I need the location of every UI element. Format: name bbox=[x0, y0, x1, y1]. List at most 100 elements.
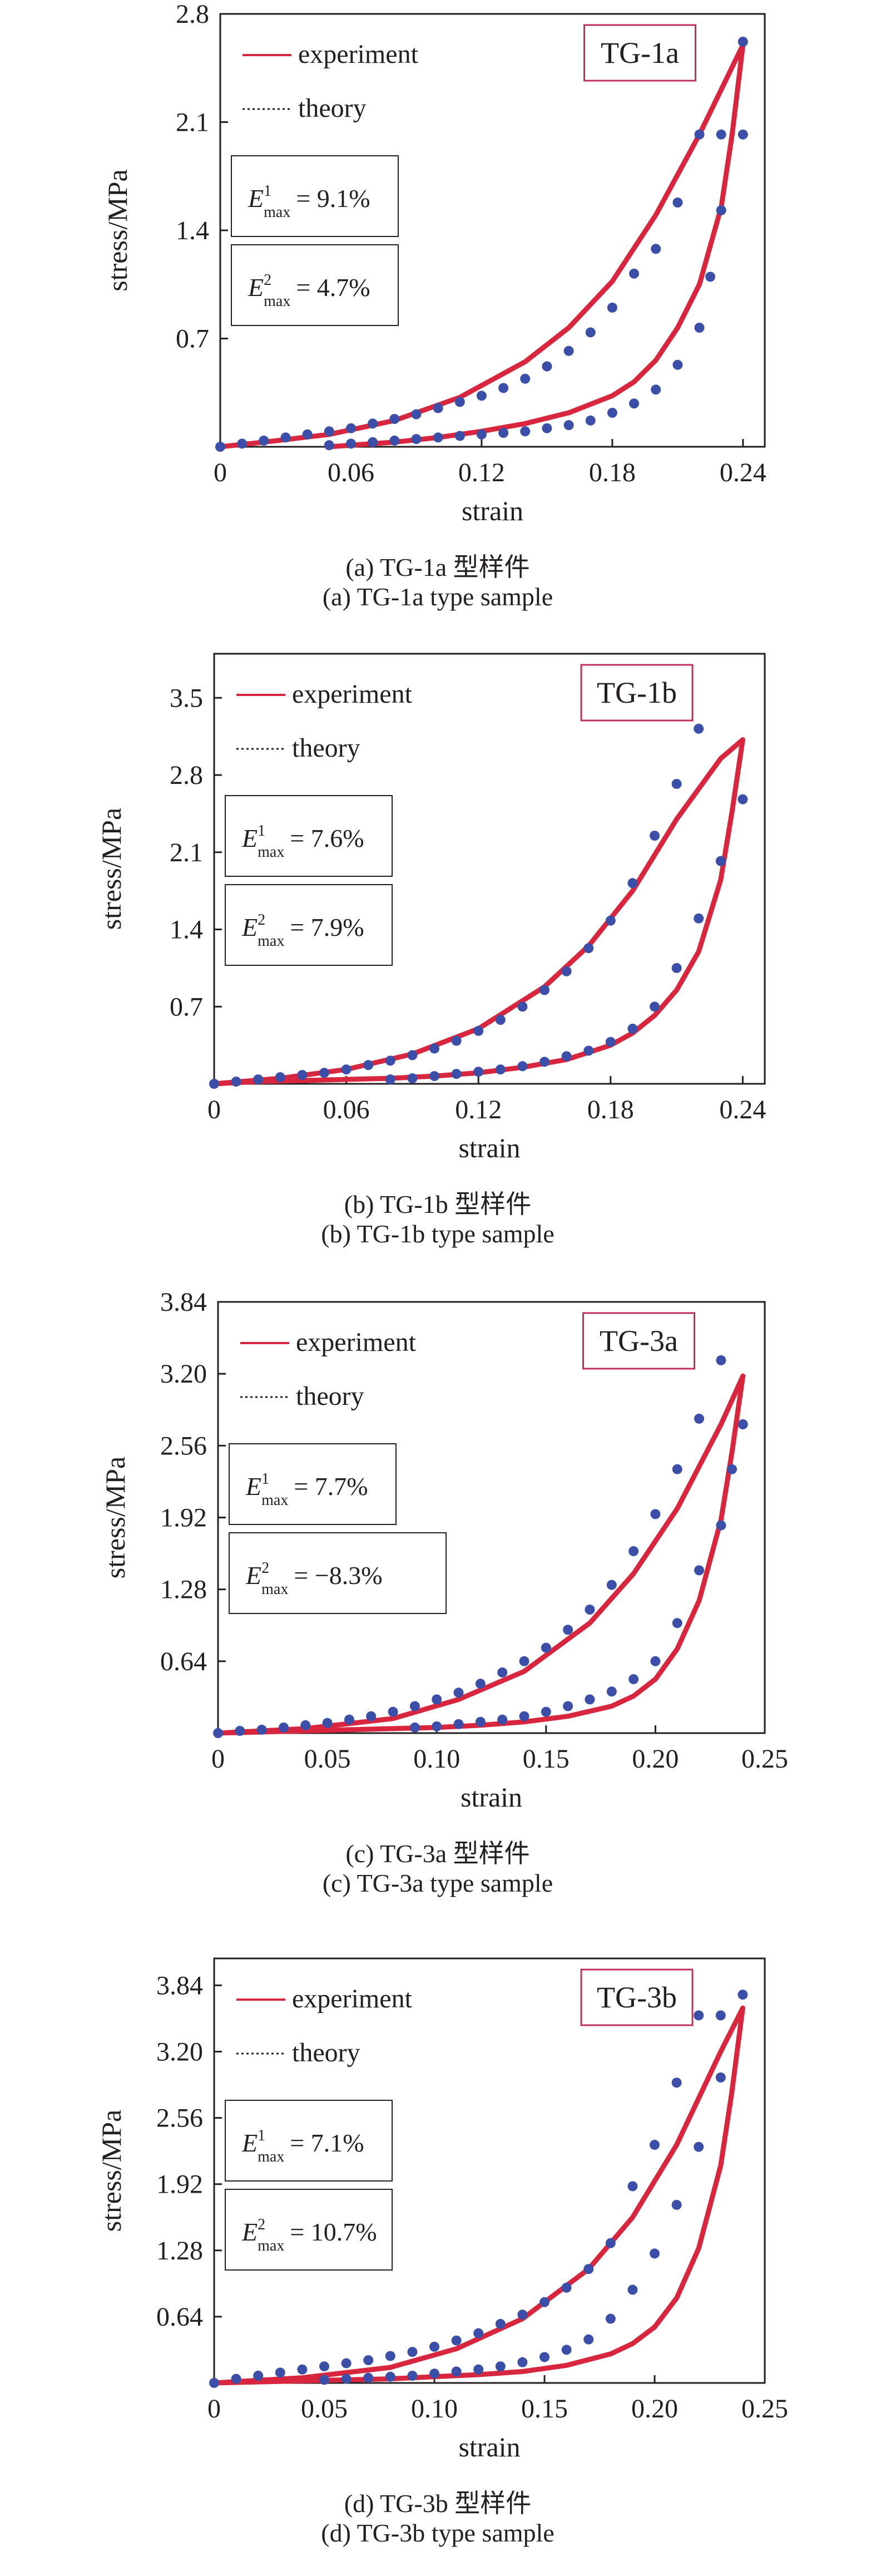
sample-tag-box bbox=[580, 1968, 694, 2026]
y-tick-label: 2.1 bbox=[170, 838, 203, 867]
y-tick-label: 2.1 bbox=[176, 108, 209, 137]
caption-english: (c) TG-3a type sample bbox=[323, 1869, 553, 1897]
theory-point bbox=[368, 437, 378, 447]
theory-point bbox=[319, 1068, 329, 1078]
theory-point bbox=[319, 2361, 329, 2372]
theory-point bbox=[541, 1706, 551, 1717]
theory-point bbox=[629, 398, 639, 409]
error-label-1: E1 max = 7.6% bbox=[241, 822, 364, 861]
y-tick-label: 2.8 bbox=[176, 0, 209, 29]
theory-point bbox=[346, 423, 356, 433]
theory-point bbox=[497, 1667, 508, 1677]
theory-point bbox=[429, 2368, 439, 2379]
theory-point bbox=[473, 1067, 484, 1077]
theory-point bbox=[694, 2010, 704, 2021]
theory-point bbox=[451, 2335, 462, 2346]
theory-point bbox=[498, 383, 509, 393]
error-box-2 bbox=[225, 884, 393, 966]
theory-point bbox=[495, 1064, 506, 1075]
chart-panel-1: 0 0.06 0.12 0.18 0.24 0.7 1.4 2.1 2.8 strain stres… bbox=[102, 0, 766, 611]
error-label-2: E2 max = 10.7% bbox=[241, 2216, 377, 2254]
caption-chinese: (c) TG-3a 型样件 bbox=[345, 1839, 529, 1868]
theory-point bbox=[453, 1719, 464, 1729]
x-tick-label: 0.06 bbox=[328, 458, 374, 487]
y-axis-title: stress/MPa bbox=[96, 2110, 127, 2232]
theory-point bbox=[363, 2372, 374, 2383]
x-tick-label: 0.24 bbox=[719, 1095, 766, 1124]
chart-panel-3: 0 0.05 0.10 0.15 0.20 0.25 0.64 1.28 1.92 2.56 3.2… bbox=[100, 1287, 788, 1897]
theory-point bbox=[727, 1464, 737, 1474]
theory-point bbox=[606, 1686, 617, 1697]
theory-point bbox=[517, 2357, 528, 2367]
sample-tag-label: TG-3a bbox=[600, 1324, 678, 1358]
theory-point bbox=[453, 1687, 464, 1698]
theory-point bbox=[235, 1726, 245, 1736]
x-tick-label: 0.20 bbox=[631, 2394, 678, 2424]
theory-point bbox=[671, 778, 682, 789]
theory-point bbox=[585, 1605, 595, 1615]
x-tick-label: 0 bbox=[214, 458, 227, 487]
sample-tag-label: TG-1b bbox=[597, 676, 677, 709]
theory-point bbox=[454, 397, 465, 407]
theory-point bbox=[651, 384, 661, 395]
theory-point bbox=[540, 1057, 550, 1067]
theory-point bbox=[275, 1072, 285, 1083]
theory-point bbox=[319, 2375, 329, 2385]
theory-point bbox=[341, 1064, 352, 1075]
error-box-1 bbox=[231, 155, 399, 237]
x-axis-title: strain bbox=[462, 495, 523, 526]
theory-point bbox=[495, 1015, 506, 1025]
y-axis-title: stress/MPa bbox=[102, 169, 133, 291]
theory-point bbox=[563, 346, 574, 356]
x-axis-title: strain bbox=[458, 2431, 520, 2463]
theory-point bbox=[715, 2072, 726, 2082]
y-tick-label: 2.56 bbox=[160, 1431, 207, 1460]
theory-point bbox=[231, 1077, 241, 1087]
theory-point bbox=[694, 2141, 704, 2152]
theory-point bbox=[672, 359, 683, 370]
theory-point bbox=[366, 1711, 377, 1721]
theory-point bbox=[694, 723, 704, 734]
theory-point bbox=[259, 435, 269, 446]
theory-point bbox=[605, 2238, 616, 2248]
theory-point bbox=[368, 418, 378, 429]
theory-point bbox=[363, 1060, 374, 1070]
theory-point bbox=[716, 129, 726, 140]
theory-point bbox=[253, 2371, 264, 2381]
theory-point bbox=[324, 426, 334, 437]
theory-point bbox=[451, 1035, 462, 1046]
theory-point bbox=[385, 2351, 395, 2361]
theory-point bbox=[585, 415, 596, 426]
theory-point bbox=[716, 1520, 726, 1531]
x-tick-label: 0 bbox=[211, 1744, 225, 1774]
y-axis-title: stress/MPa bbox=[96, 808, 127, 930]
theory-point bbox=[517, 2309, 528, 2320]
legend-theory-label: theory bbox=[298, 93, 367, 123]
theory-point bbox=[231, 2373, 241, 2384]
x-tick-label: 0.25 bbox=[741, 1744, 788, 1774]
y-tick-label: 1.92 bbox=[156, 2170, 203, 2199]
legend-experiment-label: experiment bbox=[298, 40, 419, 69]
theory-point bbox=[738, 129, 748, 140]
x-tick-label: 0.12 bbox=[458, 458, 505, 487]
error-box-1 bbox=[225, 2100, 393, 2182]
theory-point bbox=[409, 1701, 420, 1711]
y-tick-label: 3.20 bbox=[160, 1359, 207, 1389]
theory-point bbox=[324, 440, 334, 451]
theory-point bbox=[605, 1037, 616, 1047]
y-tick-label: 0.7 bbox=[176, 324, 209, 354]
y-tick-label: 1.28 bbox=[160, 1575, 207, 1605]
theory-point bbox=[346, 438, 356, 449]
y-tick-label: 3.5 bbox=[170, 683, 203, 713]
theory-point bbox=[517, 1061, 528, 1072]
theory-point bbox=[429, 2341, 439, 2352]
theory-point bbox=[279, 1722, 289, 1733]
legend-theory-label: theory bbox=[292, 2038, 360, 2067]
error-label-1: E1 max = 9.1% bbox=[248, 182, 370, 221]
error-label-2: E2 max = −8.3% bbox=[245, 1560, 383, 1598]
theory-point bbox=[563, 1701, 573, 1711]
theory-point bbox=[738, 37, 748, 47]
theory-point bbox=[694, 913, 704, 924]
theory-point bbox=[605, 2313, 616, 2324]
theory-point bbox=[561, 966, 572, 976]
